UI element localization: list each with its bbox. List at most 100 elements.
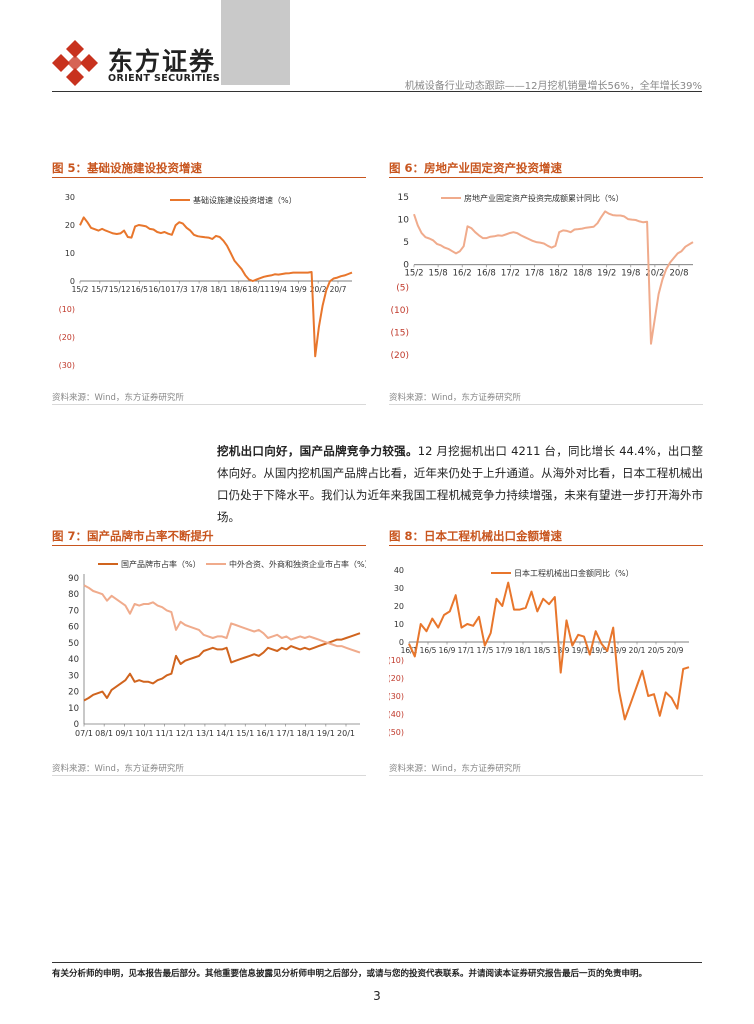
figure-6-chart: 15 10 5 0 (5) (10) (15) (20) 15/2 15/8 16/2 16/8 17/… <box>391 193 694 361</box>
y-tick-label: 80 <box>68 590 79 600</box>
footer-disclaimer: 有关分析师的申明，见本报告最后部分。其他重要信息披露见分析师申明之后部分，或请与… <box>52 969 648 979</box>
x-tick-label: 19/4 <box>270 285 287 294</box>
x-tick-label: 20/1 <box>629 646 646 655</box>
x-tick-label: 17/1 <box>277 729 295 738</box>
page-number: 3 <box>373 989 381 1003</box>
y-tick-label: 0 <box>70 277 75 286</box>
y-tick-label: (15) <box>391 328 409 338</box>
y-tick-label: (40) <box>389 710 404 719</box>
x-tick-label: 17/3 <box>171 285 188 294</box>
y-tick-label: 20 <box>394 602 404 611</box>
figure-8-bottom-rule <box>389 775 703 776</box>
figure-5-title: 图 5：基础设施建设投资增速 <box>52 161 203 175</box>
x-tick-label: 15/7 <box>91 285 108 294</box>
header-divider <box>52 91 702 92</box>
x-tick-label: 16/10 <box>149 285 171 294</box>
y-tick-label: 30 <box>394 584 404 593</box>
y-tick-label: 90 <box>68 574 79 584</box>
y-tick-label: (30) <box>59 361 75 370</box>
y-tick-label: 10 <box>398 216 410 226</box>
legend-label: 基础设施建设投资增速（%） <box>193 195 297 205</box>
series-line-1 <box>413 210 694 345</box>
x-tick-label: 19/5 <box>591 646 608 655</box>
x-tick-label: 12/1 <box>176 729 194 738</box>
x-tick-label: 18/9 <box>553 646 570 655</box>
y-tick-label: 10 <box>65 249 75 258</box>
report-title: 机械设备行业动态跟踪——12月挖机销量增长56%，全年增长39% <box>404 81 702 92</box>
x-tick-label: 20/5 <box>648 646 665 655</box>
x-tick-label: 16/5 <box>131 285 148 294</box>
x-tick-label: 19/9 <box>610 646 627 655</box>
x-tick-label: 17/9 <box>496 646 513 655</box>
y-tick-label: 10 <box>394 620 404 629</box>
x-tick-label: 17/2 <box>501 269 520 279</box>
y-tick-label: 30 <box>68 671 79 681</box>
x-tick-label: 11/1 <box>156 729 174 738</box>
x-tick-label: 20/9 <box>667 646 684 655</box>
y-tick-label: 15 <box>398 193 409 203</box>
figure-8-rule <box>389 545 703 546</box>
figure-6-bottom-rule <box>389 404 703 405</box>
legend-label: 房地产业固定资产投资完成额累计同比（%） <box>464 193 624 203</box>
y-tick-label: (5) <box>396 283 409 293</box>
x-tick-label: 19/1 <box>317 729 335 738</box>
x-tick-label: 08/1 <box>95 729 113 738</box>
y-tick-label: 20 <box>65 221 75 230</box>
x-tick-label: 16/1 <box>256 729 274 738</box>
y-tick-label: (10) <box>59 305 75 314</box>
body-lead: 挖机出口向好，国产品牌竞争力较强。 <box>217 444 418 458</box>
figure-5-rule <box>52 177 366 178</box>
x-tick-label: 19/2 <box>597 269 616 279</box>
legend-label: 中外合资、外商和独资企业市占率（%） <box>229 559 366 569</box>
x-tick-label: 16/1 <box>401 646 418 655</box>
legend-label: 国产品牌市占率（%） <box>121 559 201 569</box>
x-tick-label: 18/11 <box>248 285 270 294</box>
x-tick-label: 17/8 <box>525 269 544 279</box>
x-tick-label: 19/8 <box>621 269 640 279</box>
y-tick-label: 0 <box>399 638 404 647</box>
y-tick-label: (10) <box>389 656 404 665</box>
series-line-1 <box>408 581 690 721</box>
figure-5-bottom-rule <box>52 404 366 405</box>
y-tick-label: 0 <box>74 720 79 730</box>
x-tick-label: 15/12 <box>109 285 131 294</box>
x-tick-label: 17/1 <box>458 646 475 655</box>
x-tick-label: 13/1 <box>196 729 214 738</box>
footer-divider <box>52 962 702 963</box>
figure-6-title: 图 6：房地产业固定资产投资增速 <box>389 161 563 175</box>
y-tick-label: (20) <box>391 351 409 361</box>
figure-5-chart: 30 20 10 0 (10) (20) (30) 15/2 15/7 15/12 16/5 16/1… <box>59 193 353 370</box>
y-tick-label: 0 <box>403 261 409 271</box>
x-tick-label: 20/7 <box>330 285 347 294</box>
y-tick-label: 70 <box>68 606 79 616</box>
y-tick-label: 20 <box>68 688 79 698</box>
y-tick-label: 5 <box>403 238 409 248</box>
x-tick-label: 10/1 <box>135 729 153 738</box>
x-tick-label: 15/2 <box>72 285 89 294</box>
legend-label: 日本工程机械出口金额同比（%） <box>514 568 634 578</box>
x-tick-label: 18/5 <box>534 646 551 655</box>
figure-5-source: 资料来源：Wind，东方证券研究所 <box>52 393 184 403</box>
figure-6-source: 资料来源：Wind，东方证券研究所 <box>389 393 521 403</box>
x-tick-label: 09/1 <box>115 729 133 738</box>
x-tick-label: 17/5 <box>477 646 494 655</box>
y-tick-label: (20) <box>389 674 404 683</box>
x-tick-label: 20/2 <box>310 285 327 294</box>
x-tick-label: 18/8 <box>573 269 592 279</box>
x-tick-label: 16/8 <box>477 269 496 279</box>
x-tick-label: 14/1 <box>216 729 234 738</box>
figure-8-title: 图 8：日本工程机械出口金额增速 <box>389 529 563 543</box>
x-tick-label: 18/1 <box>211 285 228 294</box>
y-tick-label: (50) <box>389 728 404 737</box>
x-tick-label: 15/1 <box>236 729 254 738</box>
x-tick-label: 20/1 <box>337 729 355 738</box>
figure-7-title: 图 7：国产品牌市占率不断提升 <box>52 529 214 543</box>
x-tick-label: 15/8 <box>429 269 448 279</box>
y-tick-label: 30 <box>65 193 75 202</box>
x-tick-label: 20/8 <box>669 269 688 279</box>
brand-name-en: ORIENT SECURITIES <box>108 73 221 84</box>
y-tick-label: (30) <box>389 692 404 701</box>
x-tick-label: 16/9 <box>439 646 456 655</box>
y-tick-label: 50 <box>68 639 79 649</box>
y-tick-label: (10) <box>391 306 409 316</box>
